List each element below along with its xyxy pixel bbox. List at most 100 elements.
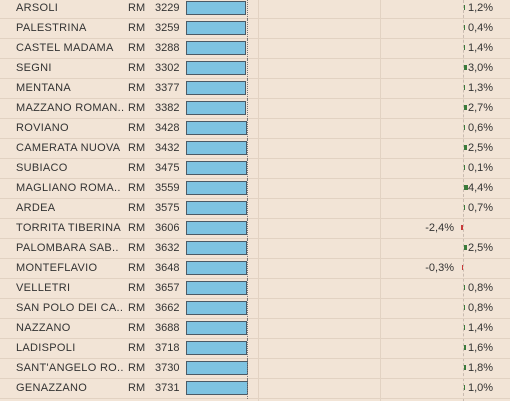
table-row[interactable]: NAZZANO RM 3688 1,4% xyxy=(0,319,510,339)
table-row[interactable]: CASTEL MADAMA RM 3288 1,4% xyxy=(0,39,510,59)
reference-line xyxy=(247,159,248,179)
positive-change-mark xyxy=(464,345,466,350)
change-percent: 0,4% xyxy=(468,22,494,34)
province-code: RM xyxy=(128,122,146,134)
table-row[interactable]: ROVIANO RM 3428 0,6% xyxy=(0,119,510,139)
reference-line xyxy=(247,119,248,139)
change-percent: 1,3% xyxy=(468,82,494,94)
reference-line xyxy=(247,259,248,279)
positive-change-mark xyxy=(464,365,466,370)
municipality-name: SAN POLO DEI CA.. xyxy=(16,302,124,314)
province-code: RM xyxy=(128,242,146,254)
value-bar xyxy=(186,181,247,195)
change-percent: 1,4% xyxy=(468,322,494,334)
change-percent: 2,5% xyxy=(468,142,494,154)
province-code: RM xyxy=(128,162,146,174)
rank-value: 3731 xyxy=(155,382,180,394)
rank-value: 3730 xyxy=(155,362,180,374)
reference-line xyxy=(247,319,248,339)
table-row[interactable]: MAZZANO ROMAN.. RM 3382 2,7% xyxy=(0,99,510,119)
grid-line xyxy=(258,0,259,401)
table-row[interactable]: CAMERATA NUOVA RM 3432 2,5% xyxy=(0,139,510,159)
reference-line xyxy=(247,39,248,59)
change-percent: -2,4% xyxy=(425,222,454,234)
table-row[interactable]: TORRITA TIBERINA RM 3606 -2,4% xyxy=(0,219,510,239)
municipality-name: CAMERATA NUOVA xyxy=(16,142,121,154)
reference-line xyxy=(247,179,248,199)
table-row[interactable]: PALESTRINA RM 3259 0,4% xyxy=(0,19,510,39)
value-bar xyxy=(186,281,248,295)
change-percent: 3,0% xyxy=(468,62,494,74)
municipality-name: CASTEL MADAMA xyxy=(16,42,114,54)
province-code: RM xyxy=(128,22,146,34)
reference-line xyxy=(247,379,248,399)
table-row[interactable]: VELLETRI RM 3657 0,8% xyxy=(0,279,510,299)
reference-line xyxy=(247,139,248,159)
value-bar xyxy=(186,321,248,335)
value-bar xyxy=(186,161,247,175)
positive-change-mark xyxy=(464,45,466,50)
change-percent: 2,7% xyxy=(468,102,494,114)
province-code: RM xyxy=(128,382,146,394)
province-code: RM xyxy=(128,182,146,194)
province-code: RM xyxy=(128,42,146,54)
grid-line xyxy=(380,0,381,401)
change-percent: 0,8% xyxy=(468,282,494,294)
reference-line xyxy=(247,219,248,239)
table-row[interactable]: GENAZZANO RM 3731 1,0% xyxy=(0,379,510,399)
value-bar xyxy=(186,301,248,315)
reference-line xyxy=(247,299,248,319)
value-bar xyxy=(186,141,247,155)
table-row[interactable]: MONTEFLAVIO RM 3648 -0,3% xyxy=(0,259,510,279)
reference-line xyxy=(247,79,248,99)
rank-value: 3648 xyxy=(155,262,180,274)
table-row[interactable]: MENTANA RM 3377 1,3% xyxy=(0,79,510,99)
municipality-name: ARSOLI xyxy=(16,2,59,14)
positive-change-mark xyxy=(464,385,465,390)
table-row[interactable]: SEGNI RM 3302 3,0% xyxy=(0,59,510,79)
change-percent: 2,5% xyxy=(468,242,494,254)
province-code: RM xyxy=(128,222,146,234)
rank-value: 3632 xyxy=(155,242,180,254)
value-bar xyxy=(186,41,247,55)
table-row[interactable]: SANT'ANGELO RO.. RM 3730 1,8% xyxy=(0,359,510,379)
rank-value: 3559 xyxy=(155,182,180,194)
municipality-name: VELLETRI xyxy=(16,282,71,294)
rank-value: 3606 xyxy=(155,222,180,234)
positive-change-mark xyxy=(464,65,467,70)
rank-value: 3288 xyxy=(155,42,180,54)
change-percent: 1,6% xyxy=(468,342,494,354)
change-percent: 0,7% xyxy=(468,202,494,214)
table-row[interactable]: MAGLIANO ROMA.. RM 3559 4,4% xyxy=(0,179,510,199)
province-code: RM xyxy=(128,362,146,374)
table-row[interactable]: LADISPOLI RM 3718 1,6% xyxy=(0,339,510,359)
province-code: RM xyxy=(128,82,146,94)
change-percent: 1,0% xyxy=(468,382,494,394)
change-percent: 0,8% xyxy=(468,302,494,314)
value-bar xyxy=(186,341,248,355)
rank-value: 3475 xyxy=(155,162,180,174)
change-percent: 0,6% xyxy=(468,122,494,134)
table-row[interactable]: SUBIACO RM 3475 0,1% xyxy=(0,159,510,179)
change-percent: 4,4% xyxy=(468,182,494,194)
province-code: RM xyxy=(128,342,146,354)
reference-line xyxy=(247,239,248,259)
positive-change-mark xyxy=(464,245,467,250)
rank-value: 3229 xyxy=(155,2,180,14)
table-row[interactable]: ARSOLI RM 3229 1,2% xyxy=(0,0,510,19)
positive-change-mark xyxy=(464,5,466,10)
positive-change-mark xyxy=(464,205,465,210)
province-code: RM xyxy=(128,142,146,154)
table-row[interactable]: PALOMBARA SAB.. RM 3632 2,5% xyxy=(0,239,510,259)
province-code: RM xyxy=(128,202,146,214)
municipality-name: MENTANA xyxy=(16,82,72,94)
reference-line xyxy=(247,339,248,359)
rank-value: 3432 xyxy=(155,142,180,154)
value-bar xyxy=(186,261,248,275)
table-row[interactable]: SAN POLO DEI CA.. RM 3662 0,8% xyxy=(0,299,510,319)
change-percent: 1,8% xyxy=(468,362,494,374)
reference-line xyxy=(247,279,248,299)
municipality-name: ROVIANO xyxy=(16,122,69,134)
change-percent: 0,1% xyxy=(468,162,494,174)
table-row[interactable]: ARDEA RM 3575 0,7% xyxy=(0,199,510,219)
